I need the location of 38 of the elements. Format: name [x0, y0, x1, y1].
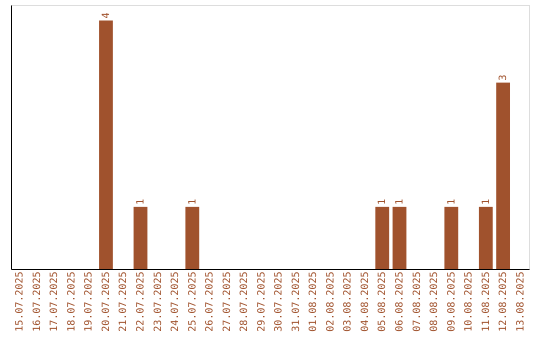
- x-tick-label: 20.07.2025: [100, 272, 112, 332]
- x-tick-label: 11.08.2025: [480, 272, 492, 332]
- x-tick-label: 06.08.2025: [394, 272, 406, 332]
- data-label: 1: [377, 198, 388, 205]
- data-label: 1: [446, 198, 458, 205]
- data-label: 1: [187, 198, 198, 205]
- x-tick-label: 23.07.2025: [152, 272, 164, 332]
- x-tick-label: 13.08.2025: [515, 272, 526, 332]
- x-tick-label: 12.08.2025: [498, 272, 510, 332]
- x-tick-label: 10.08.2025: [464, 272, 475, 332]
- x-tick-label: 22.07.2025: [136, 272, 146, 332]
- x-tick-label: 04.08.2025: [360, 272, 371, 332]
- x-tick-label: 02.08.2025: [325, 272, 336, 332]
- x-tick-label: 08.08.2025: [429, 272, 440, 332]
- x-tick-label: 24.07.2025: [170, 272, 182, 332]
- data-label: 4: [100, 12, 112, 19]
- x-tick-label: 17.07.2025: [49, 272, 60, 332]
- data-label: 1: [480, 198, 492, 205]
- x-tick-label: 03.08.2025: [342, 272, 354, 332]
- x-tick-label: 31.07.2025: [290, 272, 302, 332]
- x-tick-label: 30.07.2025: [274, 272, 285, 332]
- x-tick-label: 16.07.2025: [32, 272, 43, 332]
- x-tick-label: 15.07.2025: [14, 272, 26, 332]
- x-tick-label: 19.07.2025: [84, 272, 95, 332]
- x-tick-label: 05.08.2025: [377, 272, 388, 332]
- x-tick-label: 29.07.2025: [256, 272, 268, 332]
- x-tick-label: 01.08.2025: [308, 272, 320, 332]
- x-tick-label: 09.08.2025: [446, 272, 458, 332]
- x-tick-label: 21.07.2025: [118, 272, 130, 332]
- x-tick-label: 28.07.2025: [239, 272, 250, 332]
- data-label: 1: [136, 198, 146, 205]
- x-tick-label: 26.07.2025: [204, 272, 216, 332]
- data-label: 3: [498, 74, 510, 81]
- x-tick-label: 07.08.2025: [412, 272, 423, 332]
- data-label: 1: [394, 198, 406, 205]
- x-tick-label: 25.07.2025: [187, 272, 198, 332]
- x-tick-label: 27.07.2025: [222, 272, 233, 332]
- x-tick-label: 18.07.2025: [66, 272, 78, 332]
